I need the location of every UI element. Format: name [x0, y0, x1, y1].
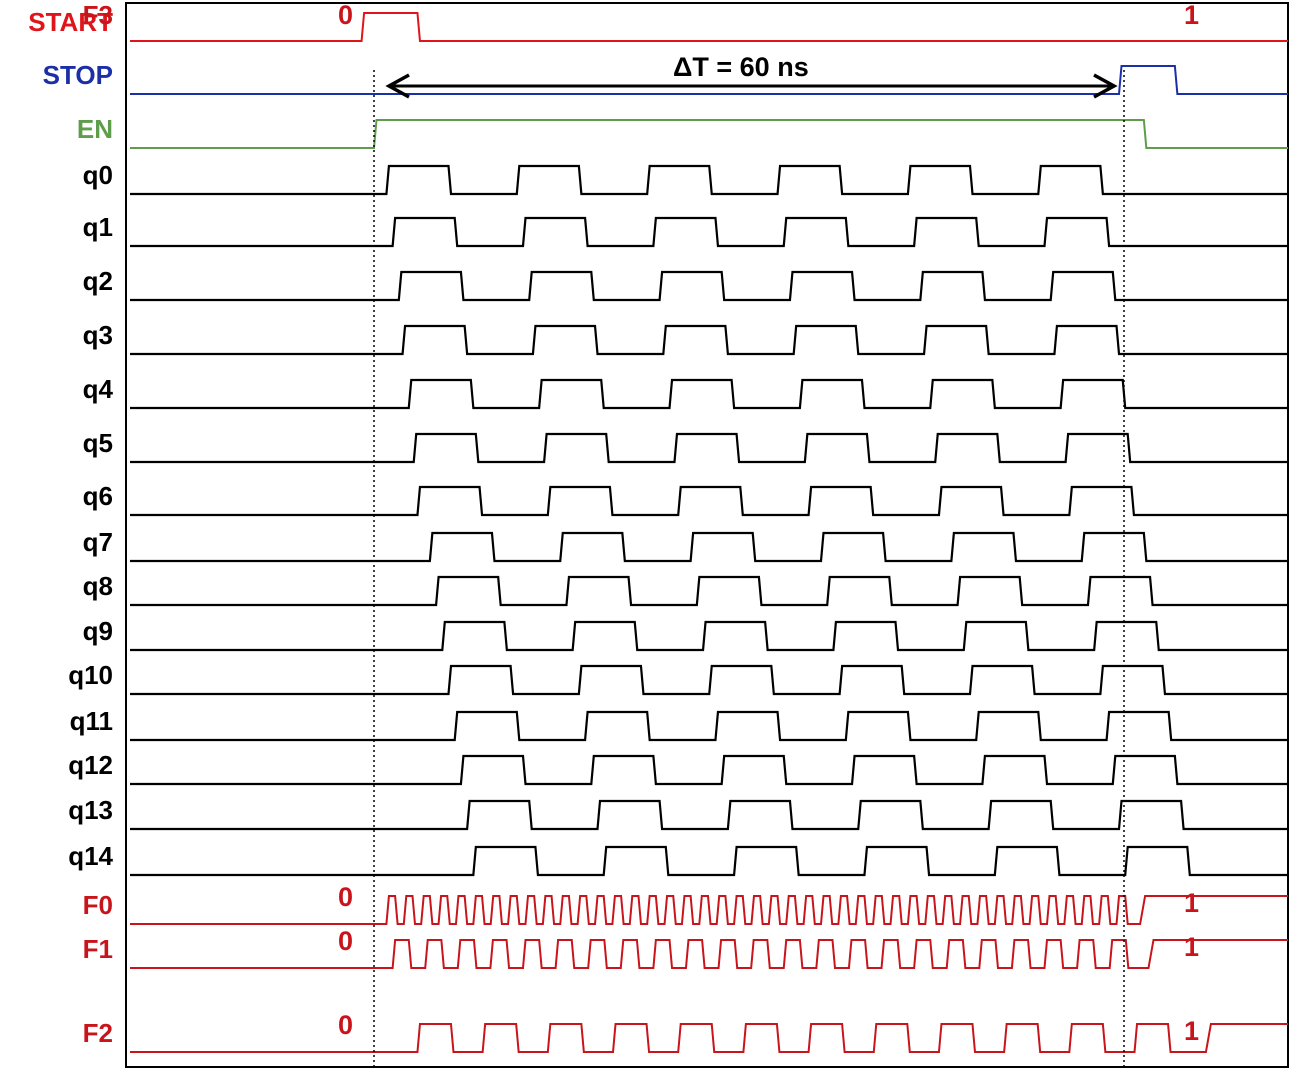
initial-value-f0: 0 [338, 882, 354, 912]
signal-label-q8: q8 [82, 571, 113, 601]
signal-label-q2: q2 [82, 266, 113, 296]
signal-label-q9: q9 [82, 616, 113, 646]
delta-t-arrowhead-left [385, 73, 410, 99]
trace-q9 [130, 620, 1288, 652]
trace-q4 [130, 378, 1288, 410]
delta-t-annotation: ΔT = 60 ns [673, 52, 809, 82]
signal-label-start: START [28, 7, 113, 37]
plot-frame [125, 2, 1289, 1068]
trace-q0 [130, 164, 1288, 196]
signal-label-q12: q12 [68, 750, 113, 780]
signal-label-q11: q11 [69, 706, 113, 736]
trace-start [130, 12, 1288, 42]
trace-q13 [130, 799, 1288, 831]
trace-f0 [130, 895, 1288, 925]
signal-label-stop: STOP [42, 60, 113, 90]
trace-q5 [130, 432, 1288, 464]
signal-label-f3: F3 [82, 0, 113, 30]
signal-label-q10: q10 [68, 660, 113, 690]
signal-label-q14: q14 [68, 841, 113, 871]
trace-q3 [130, 324, 1288, 356]
signal-label-q3: q3 [82, 320, 113, 350]
trace-q6 [130, 485, 1288, 517]
trace-q12 [130, 754, 1288, 786]
trace-stop [130, 65, 1288, 95]
final-value-f1: 1 [1184, 932, 1200, 962]
trace-q1 [130, 216, 1288, 248]
trace-q11 [130, 710, 1288, 742]
initial-value-f2: 0 [338, 1010, 354, 1040]
signal-label-en: EN [76, 114, 113, 144]
trace-q7 [130, 531, 1288, 563]
trace-en [130, 119, 1288, 149]
signal-label-f1: F1 [82, 934, 113, 964]
trace-q14 [130, 845, 1288, 877]
signal-label-q1: q1 [82, 212, 113, 242]
signal-label-q4: q4 [82, 374, 113, 404]
trace-f1 [130, 939, 1288, 969]
initial-value-f3: 0 [338, 0, 354, 30]
trace-q2 [130, 270, 1288, 302]
signal-label-q13: q13 [68, 795, 113, 825]
signal-label-q6: q6 [82, 481, 113, 511]
signal-label-f2: F2 [82, 1018, 113, 1048]
trace-q8 [130, 575, 1288, 607]
signal-label-f0: F0 [82, 890, 113, 920]
delta-t-arrowhead-right [1093, 73, 1118, 99]
initial-value-f1: 0 [338, 926, 354, 956]
final-value-f2: 1 [1184, 1016, 1200, 1046]
final-value-f0: 1 [1184, 888, 1200, 918]
signal-label-q7: q7 [82, 527, 113, 557]
trace-f2 [130, 1023, 1288, 1053]
signal-label-q5: q5 [82, 428, 113, 458]
signal-label-q0: q0 [82, 160, 113, 190]
final-value-f3: 1 [1184, 0, 1200, 30]
trace-q10 [130, 664, 1288, 696]
